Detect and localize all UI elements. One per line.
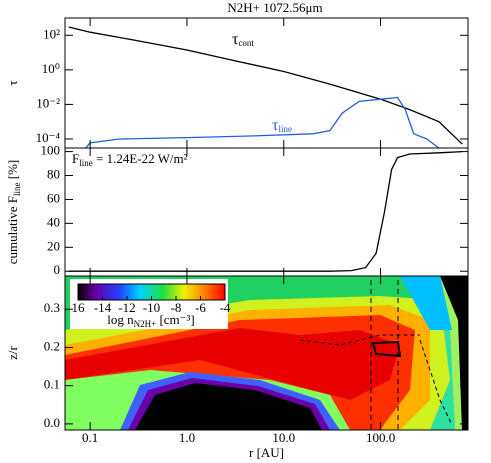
series-sub: cont [238,38,254,48]
colorbar-tick-label: -10 [143,300,160,315]
y-axis-label-after: [%] [5,160,20,183]
colorbar-label: log nN2H+ [cm⁻³] [107,312,195,329]
y-tick-label: 10⁻⁴ [36,130,61,145]
y-tick-label: 80 [47,166,60,181]
series-sub: line [278,124,292,134]
panel-frame [64,275,469,431]
colorbar-label-text: log n [107,312,134,327]
y-axis-label-text: τ [5,80,20,85]
y-axis-label: τ [5,80,20,85]
y-axis-label-sub: line [12,182,22,196]
series-label: τline [272,117,292,134]
x-tick-label: 10.0 [272,430,295,445]
colorbar-tick-label: -14 [94,300,112,315]
x-axis-label-text: r [AU] [249,445,284,460]
y-axis-label-text: z/r [5,345,20,359]
y-tick-label: 0.1 [44,377,60,392]
y-axis-label-text: cumulative F [5,196,20,264]
y-tick-label: 20 [47,238,60,253]
annotation-text: F [72,151,79,166]
colorbar-tick-label: -6 [195,300,206,315]
colorbar-tick-label: -8 [171,300,182,315]
panel-frame [64,17,469,149]
colorbar-tick-label: -4 [220,300,231,315]
y-tick-label: 60 [47,190,60,205]
y-tick-label: 10⁰ [42,61,60,76]
y-tick-label: 0.0 [44,415,60,430]
annotation-after: = 1.24E-22 W/m² [93,151,188,166]
series-name: τ [272,117,279,134]
y-tick-label: 10² [43,26,60,41]
series-name: τ [232,31,239,48]
y-tick-label: 40 [47,214,60,229]
series-line [85,96,440,149]
annotation: Fline = 1.24E-22 W/m² [72,151,188,168]
x-tick-label: 1.0 [179,430,195,445]
colorbar-tick-label: 16 [72,300,86,315]
series-line [68,26,463,145]
panel-frame [64,147,469,277]
x-tick-label: 100.0 [366,430,395,445]
abundance-map [65,276,468,430]
colorbar-tick-label: -12 [118,300,135,315]
y-tick-label: 0.2 [44,338,60,353]
y-tick-label: 10⁻² [36,95,60,110]
colorbar-label-sub: N2H+ [134,319,157,329]
x-tick-label: 0.1 [82,430,98,445]
y-tick-label: 0 [54,262,61,277]
chart-title: N2H+ 1072.56μm [227,0,322,15]
y-tick-label: 100 [41,143,61,158]
colorbar-label-after: [cm⁻³] [156,312,195,327]
y-axis-label: z/r [5,345,20,359]
annotation-sub: line [79,158,93,168]
series-line [68,150,463,272]
y-axis-label: cumulative Fline [%] [5,160,22,265]
y-tick-label: 0.3 [44,300,60,315]
x-axis-label: r [AU] [249,445,284,460]
series-label: τcont [232,31,254,48]
